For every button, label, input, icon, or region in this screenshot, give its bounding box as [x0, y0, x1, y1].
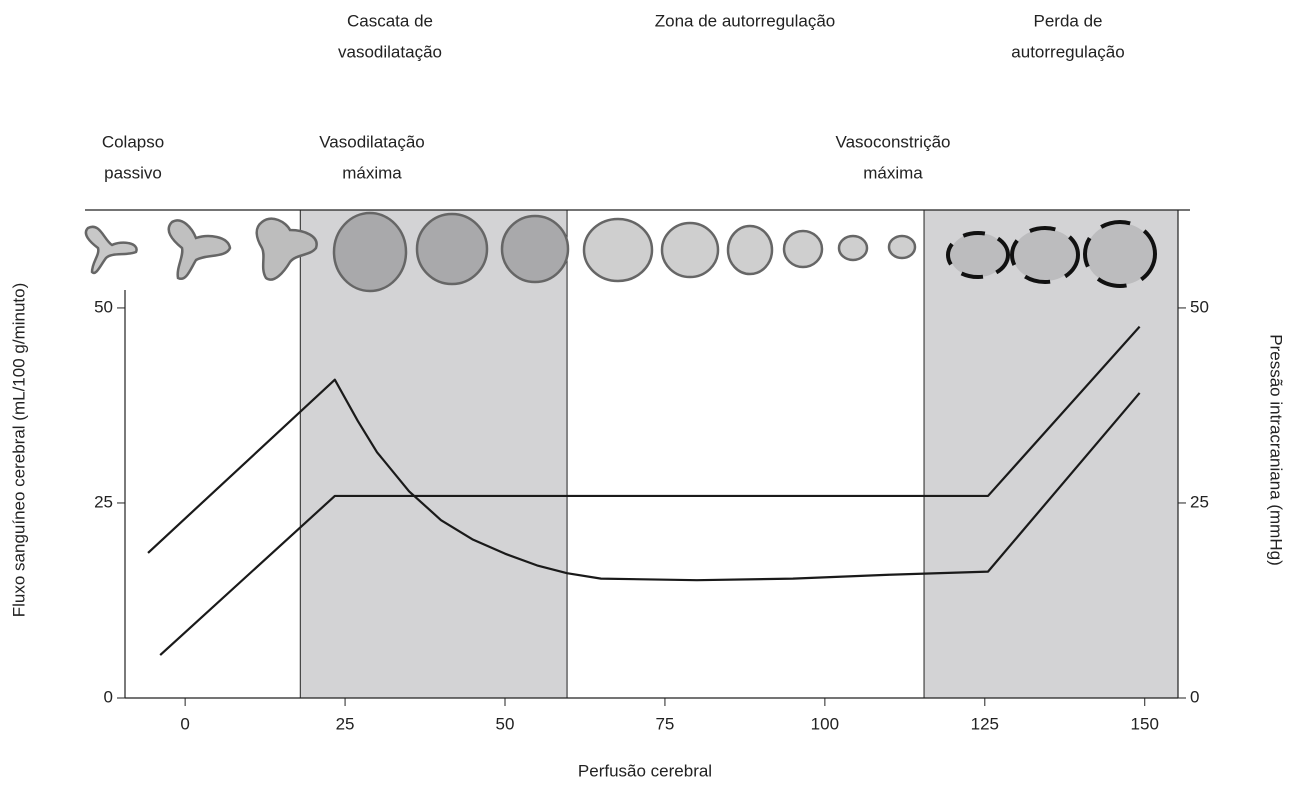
x-tick-label: 75: [655, 714, 674, 733]
vessel: [86, 227, 137, 273]
vessel: [584, 219, 652, 281]
annotation: máxima: [342, 163, 402, 182]
annotation: Perda de: [1034, 11, 1103, 30]
vessel: [417, 214, 487, 284]
x-tick-label: 150: [1131, 714, 1159, 733]
vessel: [334, 213, 406, 291]
y2-tick-label: 25: [1190, 492, 1209, 511]
y-tick-label: 50: [94, 297, 113, 316]
y-axis-label: Fluxo sanguíneo cerebral (mL/100 g/minut…: [9, 283, 28, 618]
y2-axis-label: Pressão intracraniana (mmHg): [1267, 334, 1286, 565]
y-tick-label: 0: [104, 687, 113, 706]
y2-tick-label: 0: [1190, 687, 1199, 706]
x-tick-label: 0: [180, 714, 189, 733]
y2-tick-label: 50: [1190, 297, 1209, 316]
annotation: passivo: [104, 163, 162, 182]
x-tick-label: 100: [811, 714, 839, 733]
vessel: [728, 226, 772, 274]
vessel: [839, 236, 867, 260]
vessel: [662, 223, 718, 277]
shaded-band: [300, 210, 567, 698]
vessel: [784, 231, 822, 267]
y-tick-label: 25: [94, 492, 113, 511]
x-tick-label: 25: [336, 714, 355, 733]
vessel: [502, 216, 568, 282]
annotation: Colapso: [102, 132, 164, 151]
annotation: máxima: [863, 163, 923, 182]
annotation: Vasodilatação: [319, 132, 425, 151]
x-tick-label: 125: [971, 714, 999, 733]
vessel: [169, 220, 230, 278]
x-tick-label: 50: [496, 714, 515, 733]
vessels-leaky: [948, 222, 1155, 286]
annotation: Zona de autorregulação: [655, 11, 836, 30]
shaded-band: [924, 210, 1178, 698]
vessel: [889, 236, 915, 258]
annotation: Cascata de: [347, 11, 433, 30]
annotation: vasodilatação: [338, 42, 442, 61]
annotation: autorregulação: [1011, 42, 1124, 61]
x-axis-label: Perfusão cerebral: [578, 761, 712, 780]
annotation: Vasoconstrição: [836, 132, 951, 151]
chart: Perfusão cerebral Fluxo sanguíneo cerebr…: [0, 0, 1290, 807]
